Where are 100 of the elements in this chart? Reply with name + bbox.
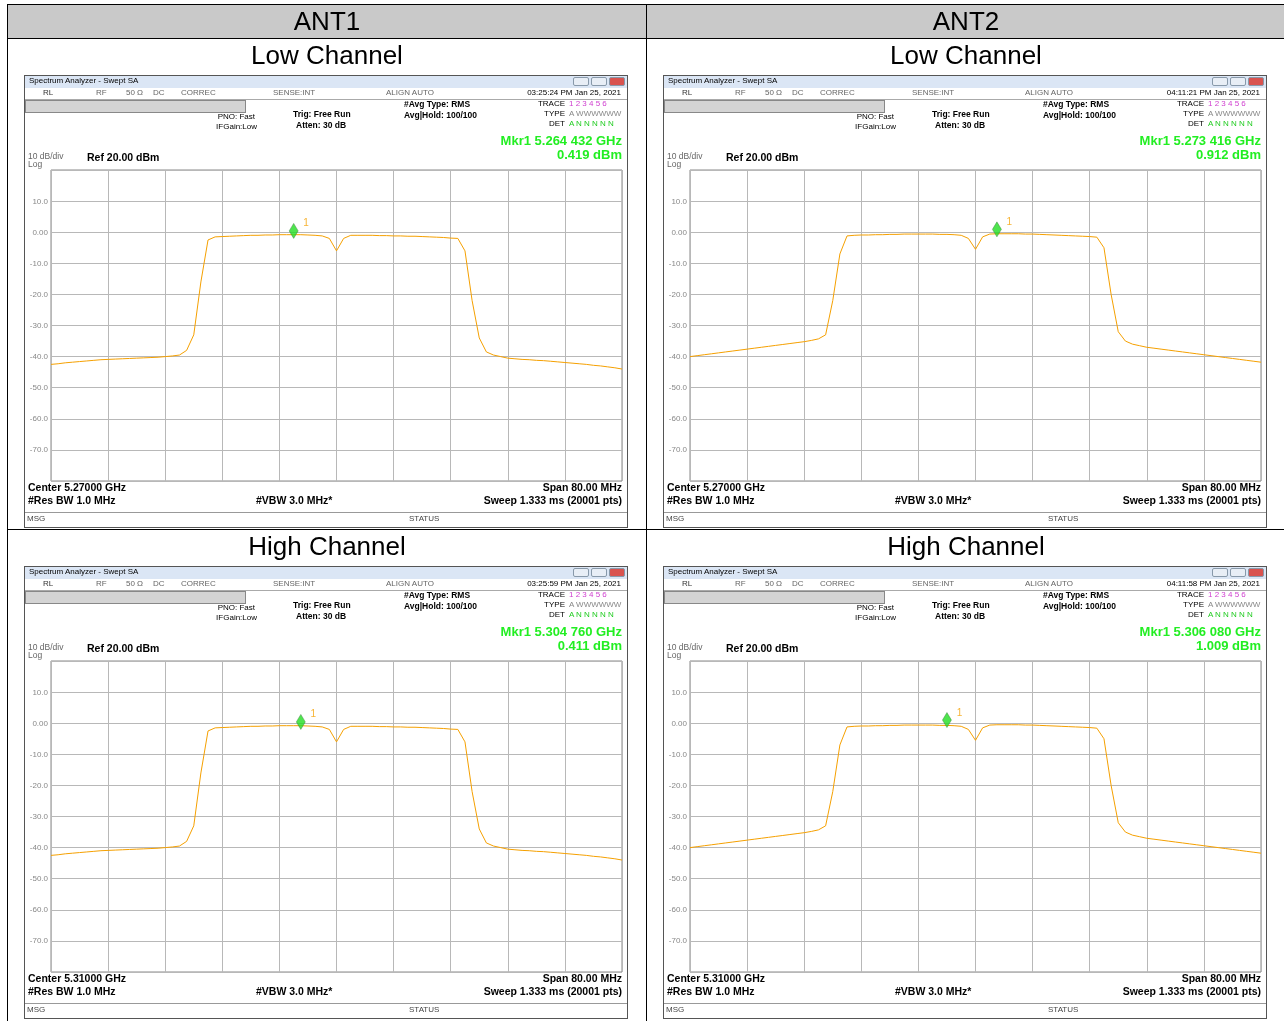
y-tick-label: -30.0	[668, 812, 688, 821]
y-tick-label: 0.00	[32, 227, 49, 237]
y-tick-label: -50.0	[668, 383, 688, 393]
text: A WWWWWW	[1208, 600, 1261, 610]
chart-subtitle: High Channel	[247, 530, 407, 563]
chart-title: ANT1	[8, 5, 646, 39]
text: ALIGN AUTO	[386, 579, 434, 589]
text: A N N N N N	[569, 119, 614, 129]
text: DC	[153, 579, 165, 589]
text: Sweep 1.333 ms (20001 pts)	[1122, 494, 1261, 507]
y-tick-label: -70.0	[668, 936, 688, 946]
text: ALIGN AUTO	[386, 88, 434, 98]
text: MSG	[27, 1005, 46, 1015]
text: 50 Ω	[126, 88, 144, 98]
text: ALIGN AUTO	[1025, 88, 1073, 98]
text: RL	[43, 88, 54, 98]
text: CORREC	[820, 88, 855, 98]
text: #Avg Type: RMS	[404, 99, 471, 110]
y-tick-label: -20.0	[668, 289, 688, 299]
y-tick-label: -40.0	[29, 843, 49, 853]
y-tick-label: 0.00	[671, 227, 688, 237]
text: TRACE	[1176, 590, 1204, 600]
y-tick-label: -40.0	[668, 352, 688, 362]
text: SENSE:INT	[912, 579, 955, 589]
y-tick-label: -60.0	[29, 905, 49, 915]
text: Avg|Hold: 100/100	[1043, 601, 1116, 612]
text: #VBW 3.0 MHz*	[895, 985, 972, 998]
text: Log	[667, 159, 682, 170]
text: IFGain:Low	[855, 122, 896, 132]
text: 03:25:59 PM Jan 25, 2021	[527, 579, 621, 589]
text: Log	[28, 159, 43, 170]
text: RL	[682, 88, 693, 98]
y-tick-label: 10.0	[671, 196, 688, 206]
text: A N N N N N	[1208, 119, 1253, 129]
y-tick-label: -50.0	[668, 874, 688, 884]
y-tick-label: -30.0	[668, 321, 688, 330]
series-label: 1	[303, 217, 310, 229]
text: 1.009 dBm	[1195, 638, 1261, 654]
text: Avg|Hold: 100/100	[404, 601, 477, 612]
chart-subtitle: Low Channel	[889, 39, 1043, 72]
text: STATUS	[1048, 1005, 1079, 1015]
text: Ref 20.00 dBm	[87, 151, 160, 164]
y-tick-label: -10.0	[668, 749, 688, 759]
text: Log	[667, 650, 682, 661]
text: TRACE	[1176, 99, 1204, 109]
text: 0.411 dBm	[557, 638, 622, 654]
text: ALIGN AUTO	[1025, 579, 1073, 589]
text: Atten: 30 dB	[935, 611, 986, 622]
text: CORREC	[181, 579, 216, 589]
annotation: Center 5.27000 GHz	[667, 481, 766, 494]
y-tick-label: -60.0	[29, 414, 49, 424]
text: A WWWWWW	[569, 109, 622, 119]
chart-subtitle: Low Channel	[250, 39, 404, 72]
text: TYPE	[544, 109, 565, 119]
y-tick-label: 0.00	[32, 718, 49, 728]
annotation: Center 5.31000 GHz	[667, 972, 766, 985]
text: 04:11:58 PM Jan 25, 2021	[1166, 579, 1260, 589]
y-tick-label: -50.0	[29, 383, 49, 393]
text: RF	[735, 579, 746, 589]
text: RF	[735, 88, 746, 98]
y-tick-label: -70.0	[29, 445, 49, 455]
text: 50 Ω	[126, 579, 144, 589]
text: 50 Ω	[765, 88, 783, 98]
y-tick-label: -30.0	[29, 321, 49, 330]
annotation: Span 80.00 MHz	[1181, 972, 1261, 985]
text: Log	[28, 650, 43, 661]
y-tick-label: -60.0	[668, 905, 688, 915]
text: TYPE	[1183, 109, 1204, 119]
text: #Res BW 1.0 MHz	[28, 985, 116, 998]
text: #Avg Type: RMS	[1043, 590, 1110, 601]
text: STATUS	[409, 1005, 440, 1015]
series-label: 1	[1006, 215, 1013, 227]
text: 10 dB/div	[28, 642, 64, 652]
text: Spectrum Analyzer - Swept SA	[29, 567, 139, 577]
series-label: 1	[310, 708, 317, 720]
text: Ref 20.00 dBm	[87, 642, 160, 655]
y-tick-label: -60.0	[668, 414, 688, 424]
y-tick-label: -20.0	[29, 289, 49, 299]
text: DET	[549, 119, 565, 129]
y-tick-label: -10.0	[668, 258, 688, 268]
text: Atten: 30 dB	[296, 120, 347, 131]
text: Trig: Free Run	[932, 600, 990, 611]
y-tick-label: 10.0	[32, 687, 49, 697]
text: 03:25:24 PM Jan 25, 2021	[527, 88, 621, 98]
text: Mkr1 5.264 432 GHz	[500, 133, 622, 149]
text: DET	[1188, 610, 1204, 620]
text: 1 2 3 4 5 6	[1208, 590, 1246, 600]
annotation: Center 5.31000 GHz	[28, 972, 127, 985]
text: #VBW 3.0 MHz*	[256, 494, 333, 507]
text: #Res BW 1.0 MHz	[28, 494, 116, 507]
y-tick-label: -40.0	[29, 352, 49, 362]
text: 0.912 dBm	[1195, 147, 1261, 163]
text: SENSE:INT	[273, 579, 316, 589]
text: 10 dB/div	[667, 151, 703, 161]
text: Atten: 30 dB	[296, 611, 347, 622]
y-tick-label: -10.0	[29, 258, 49, 268]
text: TYPE	[544, 600, 565, 610]
text: Trig: Free Run	[293, 600, 351, 611]
text: PNO: Fast	[856, 112, 894, 122]
y-tick-label: 10.0	[671, 687, 688, 697]
